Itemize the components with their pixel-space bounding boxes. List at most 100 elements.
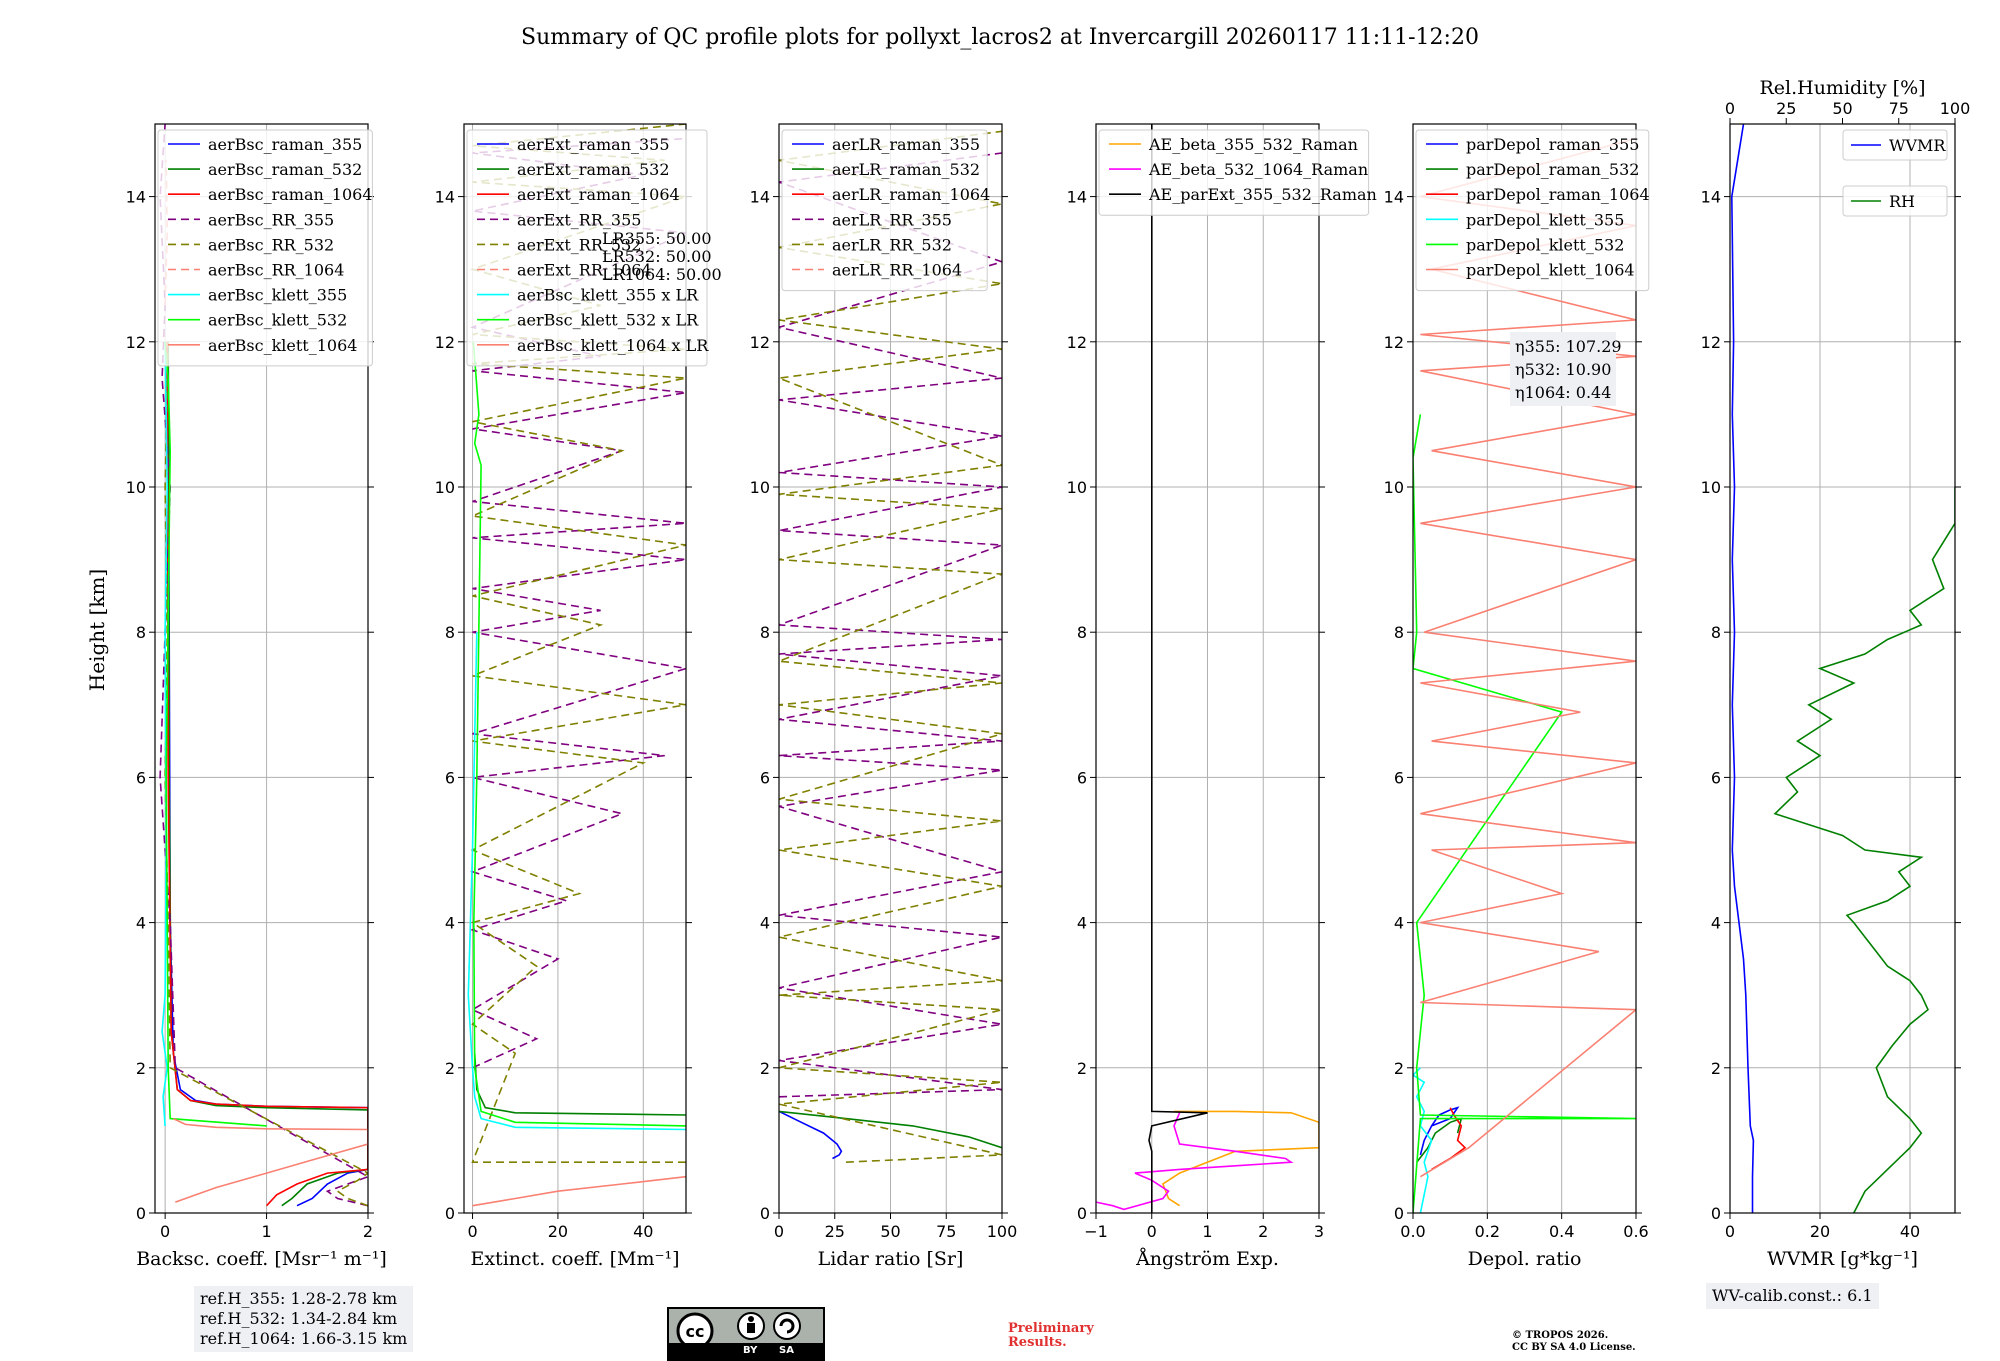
top-x-tick-label: 50: [1832, 99, 1852, 118]
x-tick-label: 20: [1810, 1222, 1830, 1241]
y-tick-label: 14: [750, 188, 770, 207]
y-tick-label: 10: [435, 478, 455, 497]
x-tick-label: 0.6: [1623, 1222, 1648, 1241]
reference-heights-box: ref.H_355: 1.28-2.78 km ref.H_532: 1.34-…: [194, 1286, 414, 1352]
legend-label: aerBsc_RR_355: [208, 210, 334, 229]
legend-box: aerBsc_raman_355 aerBsc_raman_532 aerBsc_r…: [157, 129, 373, 367]
y-tick-label: 12: [126, 333, 146, 352]
y-tick-label: 10: [1067, 478, 1087, 497]
ref-height-1064: ref.H_1064: 1.66-3.15 km: [200, 1329, 408, 1348]
eta-box-frame: [1510, 332, 1616, 406]
legend-box: aerLR_raman_355 aerLR_raman_532 aerLR_rama…: [781, 129, 990, 292]
wv-calibration-constant: WV-calib.const.: 6.1: [1712, 1286, 1873, 1305]
lr-value: LR355: 50.00: [602, 229, 712, 248]
y-tick-label: 8: [1394, 623, 1404, 642]
y-tick-label: 4: [136, 914, 146, 933]
y-tick-label: 0: [1711, 1204, 1721, 1223]
legend-label: aerBsc_klett_532: [208, 311, 347, 330]
series-line-ae-parext-355-532-raman: [1148, 124, 1208, 1213]
svg-text:cc: cc: [686, 1322, 705, 1341]
legend-label: aerBsc_RR_1064: [208, 261, 344, 280]
copyright-line-1: © TROPOS 2026.: [1512, 1330, 1609, 1341]
x-tick-label: 100: [987, 1222, 1018, 1241]
x-axis-label: Depol. ratio: [1468, 1248, 1582, 1270]
panel-wv: 0 2 4 6 8 10 12 14 0 20 40 WVMR [g*kg⁻¹] 0 25 50 75 100 R…: [1701, 77, 1971, 1270]
x-tick-label: 25: [825, 1222, 845, 1241]
legend-label: aerBsc_klett_1064 x LR: [517, 336, 709, 355]
legend-label: aerExt_RR_1064: [517, 261, 652, 280]
series-line-aerbsc-klett-355-x-lr: [467, 632, 686, 1131]
series-line-pardepol-klett-355: [1413, 1067, 1433, 1213]
legend-label: aerExt_raman_355: [517, 135, 670, 154]
series-line-aerlr-rr-355: [779, 152, 1002, 1098]
legend-box: aerExt_raman_355 aerExt_raman_532 aerExt_r…: [466, 129, 709, 367]
preliminary-line-2: Results.: [1008, 1335, 1067, 1350]
y-tick-label: 2: [1394, 1059, 1404, 1078]
legend-label: aerBsc_raman_532: [208, 160, 362, 179]
y-tick-label: 10: [1701, 478, 1721, 497]
ref-height-355: ref.H_355: 1.28-2.78 km: [200, 1289, 398, 1308]
legend-label: aerExt_raman_1064: [517, 185, 680, 204]
y-tick-label: 6: [1077, 768, 1087, 787]
legend-label: parDepol_klett_1064: [1466, 261, 1635, 280]
x-tick-label: 40: [1900, 1222, 1920, 1241]
series-line-pardepol-raman-532: [1416, 1117, 1463, 1163]
series-line-aerlr-raman-355: [779, 1110, 843, 1160]
x-axis-label: Lidar ratio [Sr]: [818, 1248, 964, 1270]
x-tick-label: 0.2: [1475, 1222, 1500, 1241]
x-tick-label: 75: [936, 1222, 956, 1241]
y-tick-label: 6: [760, 768, 770, 787]
legend-frame: [157, 129, 373, 367]
x-tick-label: 1: [1202, 1222, 1212, 1241]
x-axis-label: Extinct. coeff. [Mm⁻¹]: [470, 1248, 679, 1270]
y-tick-label: 8: [1077, 623, 1087, 642]
series-line-pardepol-raman-355: [1419, 1106, 1460, 1156]
figure-title: Summary of QC profile plots for pollyxt_…: [521, 25, 1479, 50]
x-tick-label: 3: [1314, 1222, 1324, 1241]
legend-label: parDepol_raman_532: [1466, 160, 1639, 179]
y-tick-label: 0: [760, 1204, 770, 1223]
eta-value: η1064: 0.44: [1515, 383, 1611, 402]
top-x-tick-label: 25: [1776, 99, 1796, 118]
y-tick-label: 0: [136, 1204, 146, 1223]
legend-label: aerBsc_RR_532: [208, 235, 334, 254]
series-line-wvmr: [1730, 124, 1755, 1213]
x-tick-label: 40: [633, 1222, 653, 1241]
legend-box: parDepol_raman_355 parDepol_raman_532 parD…: [1415, 129, 1650, 292]
y-tick-label: 2: [1077, 1059, 1087, 1078]
legend-label: aerLR_raman_355: [832, 135, 980, 154]
legend-label: AE_parExt_355_532_Raman: [1148, 185, 1377, 204]
y-axis-label: Height [km]: [85, 569, 109, 691]
y-tick-label: 0: [1394, 1204, 1404, 1223]
x-axis-label: Ångström Exp.: [1135, 1248, 1279, 1270]
legend-label: aerLR_RR_1064: [832, 261, 962, 280]
legend-label: parDepol_raman_355: [1466, 135, 1639, 154]
legend-frame: [466, 129, 708, 367]
y-tick-label: 6: [136, 768, 146, 787]
legend-label: WVMR: [1889, 136, 1946, 155]
ref-height-532: ref.H_532: 1.34-2.84 km: [200, 1309, 398, 1328]
series-line-aerbsc-klett-1064-x-lr: [472, 1175, 686, 1207]
legend-label: aerBsc_raman_1064: [208, 185, 373, 204]
y-tick-label: 14: [1701, 188, 1721, 207]
legend-label: aerBsc_klett_355: [208, 286, 347, 305]
cc-badge-bar: BY SA: [669, 1343, 823, 1359]
legend-box: WVMR: [1842, 129, 1948, 161]
y-tick-label: 14: [1067, 188, 1087, 207]
cc-sa-label: SA: [779, 1345, 794, 1356]
y-tick-label: 12: [435, 333, 455, 352]
legend-frame: [1098, 129, 1370, 216]
eta-value: η532: 10.90: [1515, 360, 1611, 379]
series-line-pardepol-klett-1064: [1419, 137, 1636, 1178]
legend-label: aerBsc_raman_355: [208, 135, 362, 154]
series-line-aerbsc-rr-532: [164, 341, 368, 1207]
top-x-tick-label: 75: [1889, 99, 1909, 118]
y-tick-label: 12: [1701, 333, 1721, 352]
y-tick-label: 6: [445, 768, 455, 787]
y-tick-label: 8: [760, 623, 770, 642]
x-tick-label: 0.0: [1400, 1222, 1425, 1241]
preliminary-note: Preliminary Results.: [1008, 1322, 1094, 1350]
